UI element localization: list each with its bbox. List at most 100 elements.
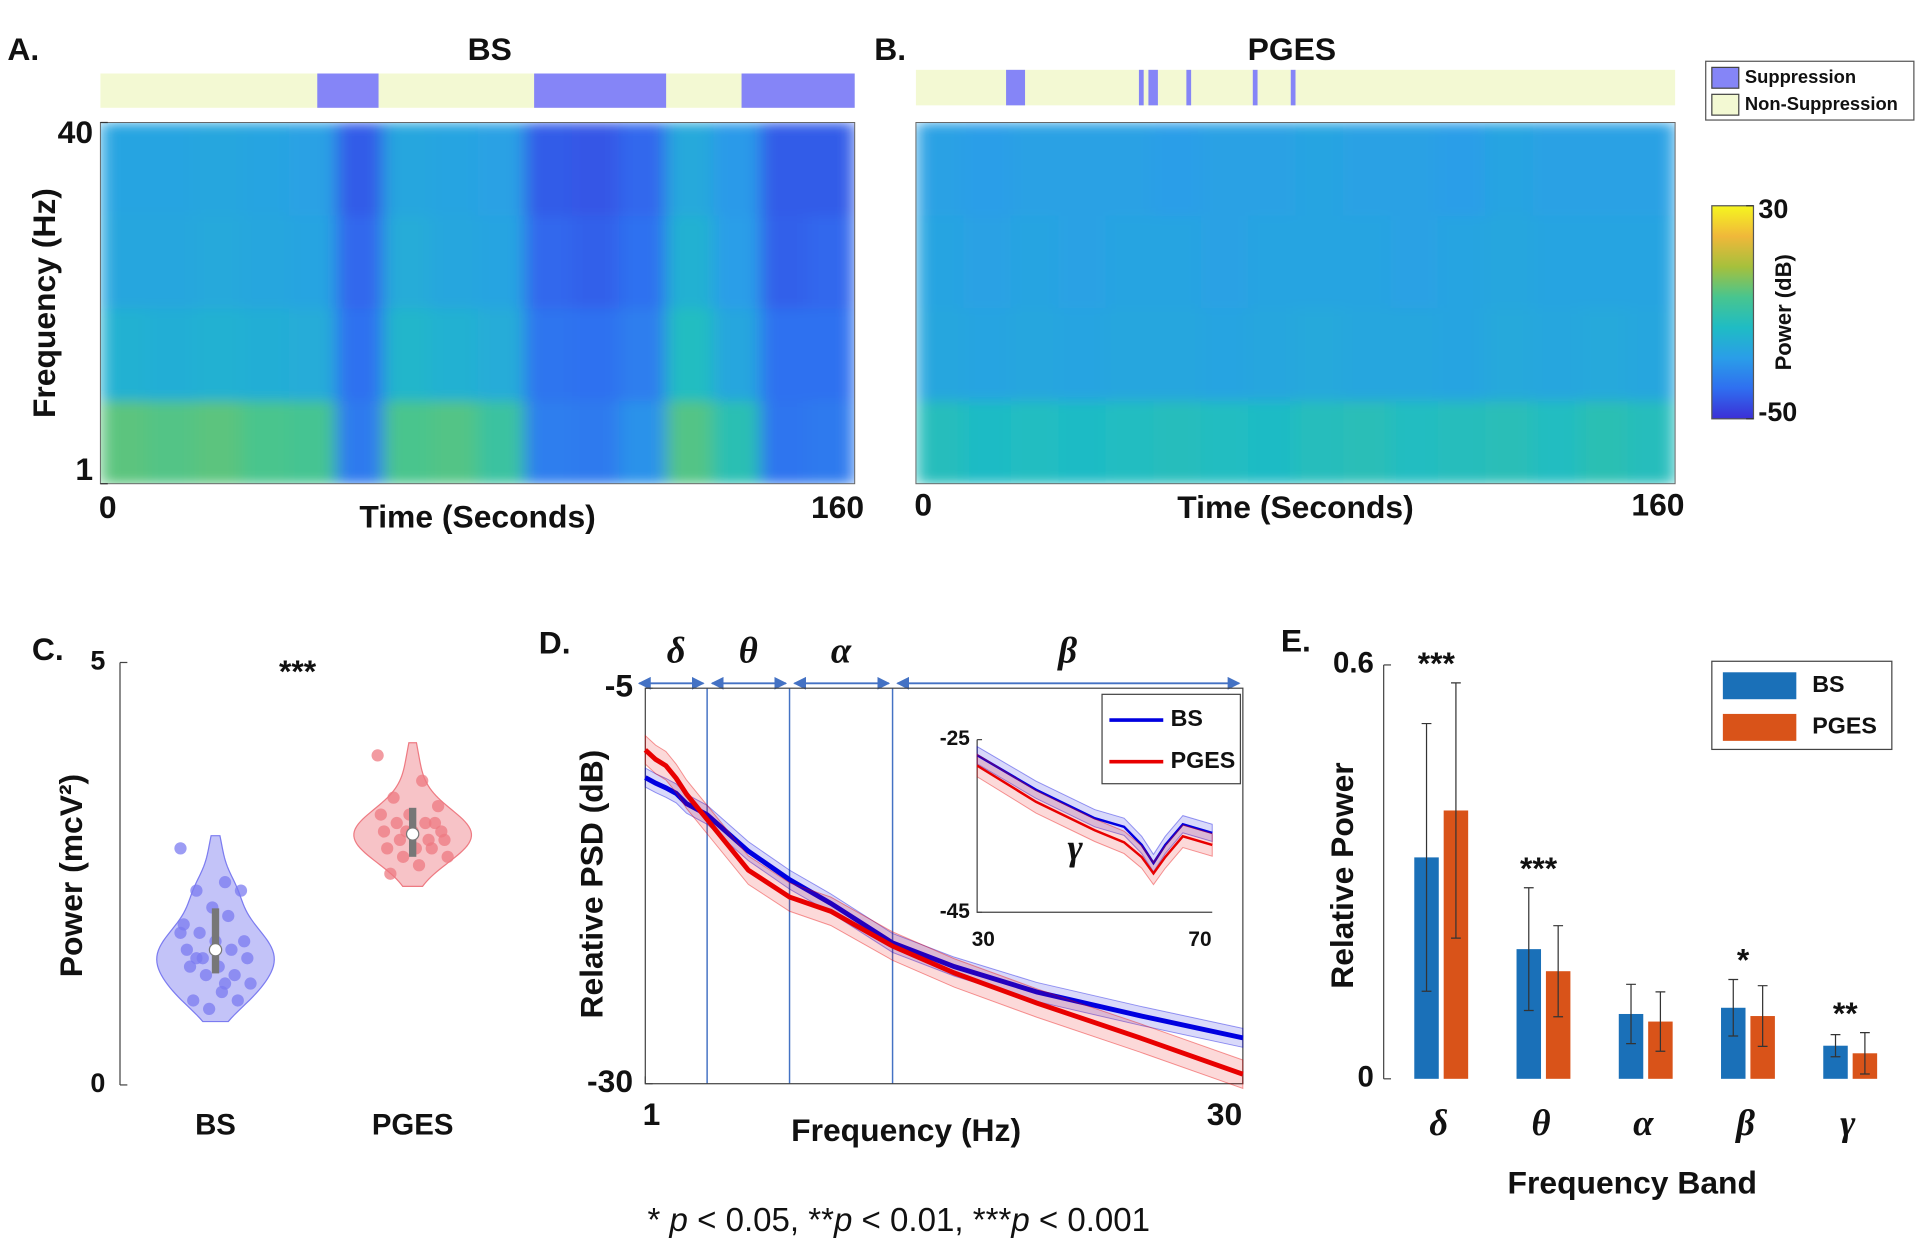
heatmap-cell [241,400,290,484]
heatmap-cells [915,122,1676,484]
heatmap-cell [383,307,432,402]
heatmap-cell [1580,307,1629,402]
y-tick-label: 1 [75,451,93,487]
legend-box [1101,693,1242,785]
heatmap-cell [1200,307,1249,402]
data-point [441,850,454,863]
x-tick-label: 30 [1207,1096,1242,1132]
heatmap-cell [1485,215,1534,309]
heatmap-cell [618,122,667,216]
heatmap-cell [194,307,243,402]
panel-title: BS [468,31,512,67]
heatmap-cell [963,400,1012,484]
data-point [199,968,213,982]
data-point [387,791,400,804]
panel-label: B. [874,31,906,67]
heatmap-cell [1295,400,1344,484]
y-axis-label: Relative PSD (dB) [573,750,609,1019]
heatmap-cell [1248,400,1297,484]
colorbar-tick-label: -50 [1758,397,1797,427]
heatmap-cell [524,215,573,309]
heatmap-cell [1485,122,1534,216]
data-point [180,943,193,956]
heatmap-cell [430,215,479,309]
heatmap-cell [760,400,809,484]
footnote-part: * [647,1202,669,1239]
footnote-part: < 0.01, *** [852,1202,1011,1239]
x-tick-label: α [1633,1102,1654,1143]
heatmap-cell [524,400,573,484]
error-bar [1523,887,1534,1012]
heatmap-cell [336,215,384,309]
footnote-part: < 0.001 [1030,1202,1150,1239]
series-line [976,754,1213,866]
significance: ** [1833,995,1858,1031]
y-tick-label: 5 [90,646,105,676]
heatmap-cell [915,307,965,402]
y-tick-label: -30 [587,1063,633,1099]
heatmap-cell [524,122,573,216]
colorbar-label: Power (dB) [1771,254,1796,370]
inset-x-tick-label: 70 [1188,928,1211,951]
legend-label: BS [1812,671,1844,697]
heatmap-cell [807,400,855,484]
suppression-segment [534,73,667,108]
suppression-segment [1290,69,1296,106]
data-point [174,842,187,855]
data-point [371,749,384,762]
heatmap-cell [241,122,290,216]
heatmap-cell [666,215,714,309]
data-point [377,825,391,838]
error-bar [1451,682,1461,939]
x-tick-label: PGES [372,1108,454,1141]
data-point [190,884,203,897]
heatmap-cell [477,122,526,216]
panel-title: PGES [1248,31,1336,67]
heatmap-cell [1342,215,1392,309]
heatmap-cell [288,400,337,484]
heatmap-cell [618,307,667,402]
y-tick-label: 0.6 [1333,647,1374,680]
data-point [187,994,200,1007]
error-bar [1626,983,1636,1045]
heatmap-cell [147,122,196,216]
error-bar [1728,978,1739,1037]
heatmap-cell [571,215,620,309]
x-tick-label: 160 [1631,486,1684,522]
band-label: θ [739,629,758,670]
heatmap-cell [336,122,384,216]
heatmap-cell [336,307,384,402]
heatmap-cell [147,215,196,309]
heatmap-cell [1153,400,1202,484]
legend-swatch [1711,66,1740,89]
heatmap-cell [1437,400,1487,484]
y-axis-label: Power (mcV²) [53,774,89,977]
legend-swatch [1711,93,1740,116]
heatmap-cell [1010,307,1059,402]
x-tick-label: δ [1429,1102,1448,1143]
heatmap-cell [1295,307,1344,402]
data-point [225,943,238,956]
legend-swatch [1722,713,1797,741]
heatmap-cell [1058,307,1107,402]
series-line [643,748,1244,1077]
heatmap-cell [1627,215,1676,309]
heatmap-cell [1200,400,1249,484]
y-tick-label: 40 [58,114,93,150]
heatmap-cells [100,122,855,484]
y-tick-label: -5 [605,668,633,704]
data-point [234,884,248,897]
heatmap-cell [100,307,149,402]
heatmap-cell [1485,400,1534,484]
data-point [241,952,254,965]
suppression-segment [317,73,379,108]
heatmap-cell [147,307,196,402]
error-band [976,753,1213,886]
state-bar [100,73,855,108]
heatmap-cell [760,307,809,402]
data-point [222,909,235,923]
footnote-part: p [1010,1202,1029,1239]
x-axis-label: Time (Seconds) [1177,489,1413,525]
suppression-segment [1186,69,1192,106]
